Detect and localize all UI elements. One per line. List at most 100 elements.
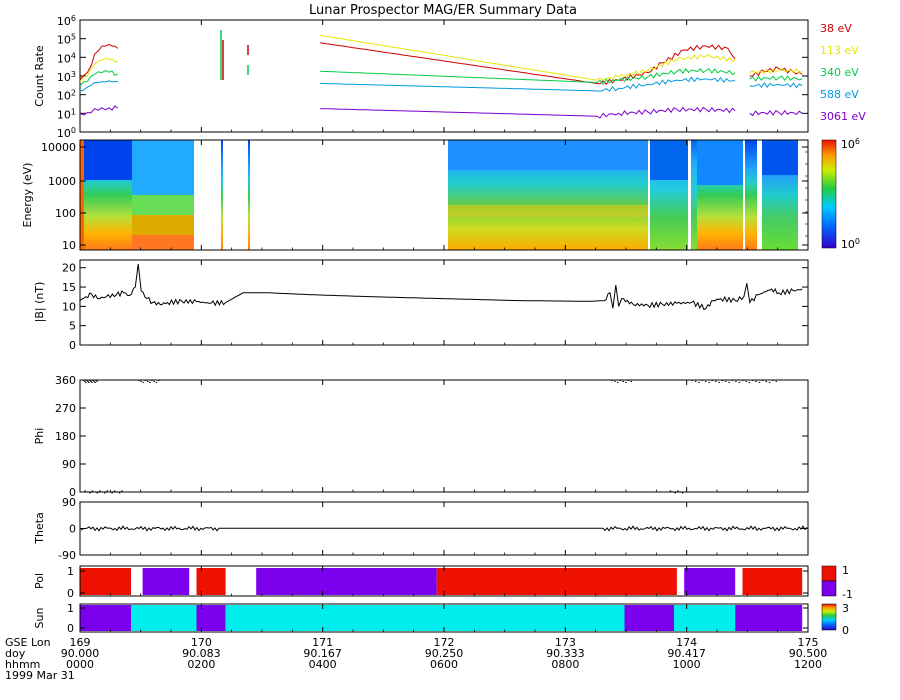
phi-ytick-label: 360 — [55, 374, 76, 387]
polarity-segment — [684, 568, 736, 595]
count-rate-legend-entry: 113 eV — [820, 44, 859, 57]
phi-point — [121, 490, 123, 492]
spec-gap — [648, 140, 650, 250]
sun-bars — [80, 605, 803, 631]
phi-point — [625, 381, 627, 383]
spec-block — [132, 235, 194, 250]
phi-point — [701, 379, 704, 381]
figure-title: Lunar Prospector MAG/ER Summary Data — [309, 3, 577, 18]
phi-point — [758, 381, 761, 383]
count-rate-series-3061-ev — [320, 106, 736, 119]
count-rate-legend-entry: 340 eV — [820, 66, 859, 79]
energy-colorbar — [821, 139, 837, 249]
phi-point — [762, 379, 764, 381]
sun-segment — [196, 605, 226, 631]
phi-point — [611, 379, 613, 381]
count-rate-series-3061-ev — [749, 109, 803, 117]
phi-point — [93, 380, 95, 382]
field-magnitude-ytick-label: 15 — [62, 281, 76, 294]
x-tick-label-hhmm: 0200 — [187, 658, 215, 671]
x-tick-label-hhmm: 1200 — [794, 658, 822, 671]
phi-point — [138, 379, 140, 381]
theta-yticks: 90 0 -90 — [58, 496, 808, 562]
spec-block — [745, 140, 757, 250]
polarity-colorbar-labels: 1 -1 — [842, 564, 853, 601]
spectrogram-image — [80, 140, 808, 250]
phi-point — [149, 381, 151, 383]
x-tick-label-doy: 90.417 — [667, 647, 706, 660]
phi-point — [91, 490, 94, 492]
phi-point — [694, 380, 697, 382]
phi-point — [741, 379, 744, 381]
phi-point — [755, 380, 757, 382]
phi-point — [86, 379, 88, 381]
phi-point — [94, 491, 96, 493]
polarity-colorbar-label: 1 — [842, 564, 849, 577]
x-tick-label-hhmm: 0400 — [309, 658, 337, 671]
spec-block — [132, 215, 194, 235]
phi-point — [731, 379, 734, 381]
polarity-bars — [80, 568, 803, 595]
phi-point — [669, 490, 672, 492]
count-rate-ytick-label: 102 — [57, 89, 76, 103]
field-magnitude-ylabel: |B| (nT) — [33, 282, 46, 323]
polarity-colorbar-pos — [821, 565, 837, 582]
phi-point — [765, 380, 767, 382]
phi-point — [142, 381, 145, 383]
phi-point — [88, 381, 90, 383]
field-magnitude-ytick-label: 5 — [69, 320, 76, 333]
count-rate-series-588-ev — [749, 82, 803, 89]
spec-gap — [757, 140, 762, 250]
phi-point — [116, 491, 118, 493]
x-tick-label-doy: 90.000 — [61, 647, 100, 660]
spec-stripes — [648, 140, 762, 250]
phi-point — [92, 379, 94, 381]
phi-point — [745, 380, 747, 382]
polarity-segment — [196, 568, 226, 595]
x-tick-label-lon: 170 — [191, 636, 212, 649]
sun-segment — [624, 605, 674, 631]
spec-block — [697, 140, 743, 185]
phi-point — [718, 381, 720, 383]
phi-point — [681, 492, 684, 494]
polarity-ytick-label: 1 — [67, 565, 74, 578]
phi-point — [768, 381, 771, 383]
count-rate-panel: Count Rate 106 105 104 103 102 101 100 38 eV 11… — [33, 14, 866, 140]
phi-point — [715, 380, 717, 382]
polarity-yticks: 10 — [67, 565, 808, 600]
phi-point — [111, 492, 113, 494]
phi-point — [748, 381, 751, 383]
energy-ytick-label: 10 — [62, 239, 76, 252]
count-rate-ytick-label: 100 — [57, 126, 76, 140]
sun-ytick-label: 1 — [67, 602, 74, 615]
phi-point — [157, 379, 160, 381]
phi-point — [89, 492, 91, 494]
sun-colorbar — [821, 603, 837, 631]
x-tick-label-doy: 90.167 — [303, 647, 342, 660]
x-tick-label-lon: 169 — [70, 636, 91, 649]
phi-point — [672, 491, 674, 493]
phi-ytick-label: 90 — [62, 458, 76, 471]
spec-block — [80, 140, 84, 250]
spec-block — [448, 140, 648, 170]
phi-point — [85, 381, 87, 383]
polarity-panel: Pol 10 1-1 — [33, 564, 853, 601]
count-rate-ylabel: Count Rate — [33, 45, 46, 107]
x-tick-label-hhmm: 0000 — [66, 658, 94, 671]
field-magnitude-line — [79, 263, 803, 311]
phi-scatter — [82, 379, 777, 494]
phi-point — [627, 379, 630, 381]
phi-point — [616, 381, 619, 383]
spec-block — [132, 195, 194, 215]
phi-point — [619, 379, 622, 381]
x-row-label-hhmm: hhmm — [5, 658, 40, 671]
phi-point — [91, 381, 93, 383]
phi-point — [705, 380, 707, 382]
field-magnitude-frame — [79, 259, 809, 346]
theta-ylabel: Theta — [33, 512, 46, 545]
x-tick-label-doy: 90.333 — [546, 647, 585, 660]
phi-point — [82, 379, 85, 381]
theta-line — [80, 525, 808, 532]
phi-point — [151, 379, 153, 381]
